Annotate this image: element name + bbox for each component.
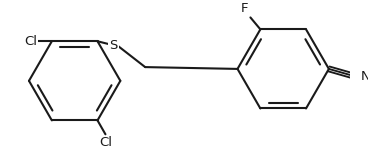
Text: Cl: Cl [99, 136, 112, 149]
Text: S: S [109, 39, 118, 52]
Text: Cl: Cl [24, 35, 37, 48]
Text: N: N [361, 70, 368, 83]
Text: F: F [241, 2, 248, 15]
